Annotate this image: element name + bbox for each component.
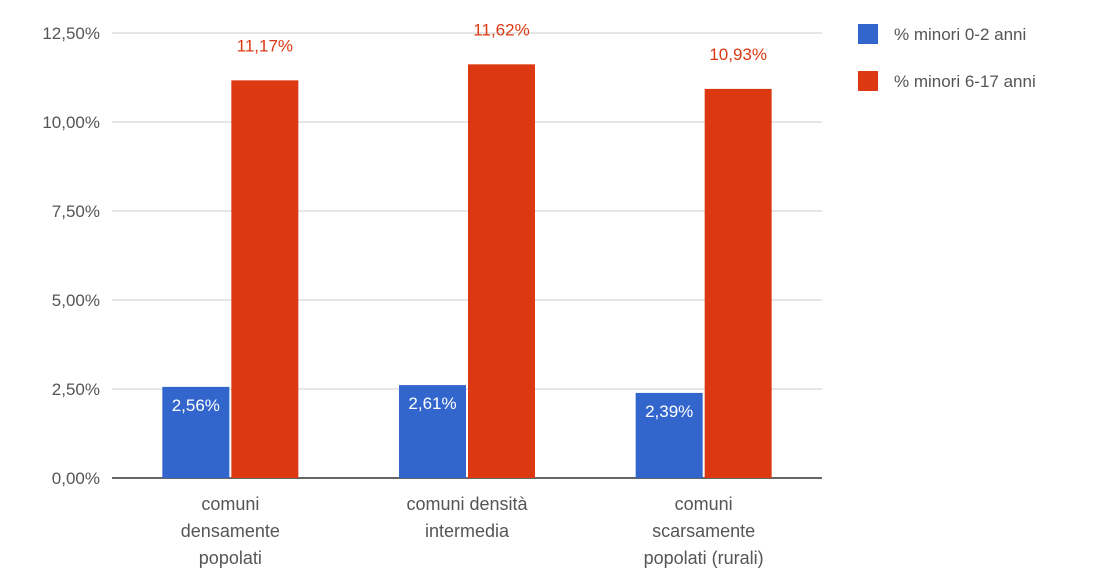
data-label: 2,56% xyxy=(172,396,220,415)
bar xyxy=(231,80,299,479)
x-tick-label-line: comuni densità xyxy=(406,494,528,514)
x-tick-label-line: comuni xyxy=(675,494,733,514)
bars xyxy=(162,64,772,479)
y-tick-label: 2,50% xyxy=(52,380,100,399)
bar xyxy=(399,385,466,478)
y-axis-tick-labels: 0,00% 2,50% 5,00% 7,50% 10,00% 12,50% xyxy=(42,24,100,488)
data-label: 2,39% xyxy=(645,402,693,421)
y-tick-label: 10,00% xyxy=(42,113,100,132)
legend-swatch xyxy=(858,71,878,91)
x-tick-label: comuni scarsamente popolati (rurali) xyxy=(644,494,764,568)
x-tick-label-line: popolati (rurali) xyxy=(644,548,764,568)
bar xyxy=(162,386,230,478)
gridlines xyxy=(112,32,822,479)
x-tick-label-line: comuni xyxy=(201,494,259,514)
y-tick-label: 7,50% xyxy=(52,202,100,221)
data-label: 10,93% xyxy=(709,45,767,64)
data-label: 11,17% xyxy=(237,36,293,55)
bar xyxy=(468,64,535,478)
x-tick-label-line: popolati xyxy=(199,548,262,568)
y-tick-label: 12,50% xyxy=(42,24,100,43)
legend-label: % minori 6-17 anni xyxy=(894,72,1036,91)
y-tick-label: 0,00% xyxy=(52,469,100,488)
data-label: 2,61% xyxy=(408,394,456,413)
y-tick-label: 5,00% xyxy=(52,291,100,310)
x-tick-label: comuni densamente popolati xyxy=(181,494,280,568)
bar-data-labels: 2,56% 11,17% 2,61% 11,62% 2,39% 10,93% xyxy=(172,20,767,421)
legend: % minori 0-2 anni % minori 6-17 anni xyxy=(858,24,1036,91)
data-label: 11,62% xyxy=(473,20,529,39)
x-axis: comuni densamente popolati comuni densità in… xyxy=(181,494,764,568)
bar xyxy=(635,392,703,478)
legend-swatch xyxy=(858,24,878,44)
x-tick-label-line: intermedia xyxy=(425,521,510,541)
bar xyxy=(704,88,772,478)
x-tick-label-line: scarsamente xyxy=(652,521,755,541)
x-tick-label-line: densamente xyxy=(181,521,280,541)
legend-label: % minori 0-2 anni xyxy=(894,25,1026,44)
x-tick-label: comuni densità intermedia xyxy=(406,494,528,541)
